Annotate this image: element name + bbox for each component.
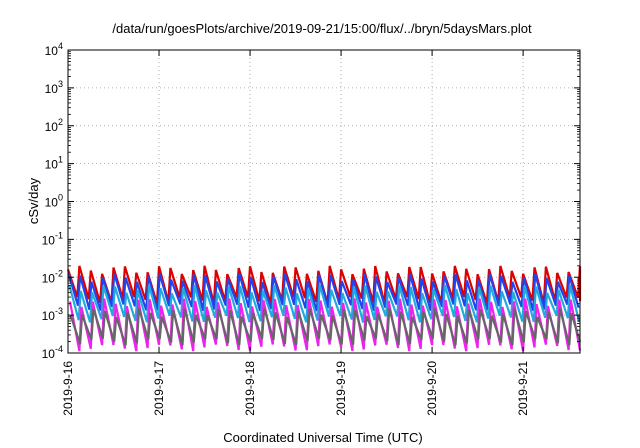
y-tick-label: 104 — [45, 41, 63, 58]
y-tick-label: 103 — [45, 79, 63, 96]
x-axis-label: Coordinated Universal Time (UTC) — [223, 430, 422, 445]
chart-title: /data/run/goesPlots/archive/2019-09-21/1… — [112, 21, 532, 36]
y-tick-label: 100 — [45, 193, 63, 210]
x-tick-label: 2019-9-17 — [152, 361, 166, 416]
y-tick-label: 10-1 — [42, 230, 63, 247]
y-tick-label: 101 — [45, 155, 63, 172]
y-axis-label: cSv/day — [26, 177, 41, 224]
x-tick-label: 2019-9-21 — [516, 361, 530, 416]
series-line-3 — [68, 284, 581, 323]
y-tick-label: 10-2 — [42, 268, 63, 285]
series-line-5 — [69, 308, 582, 346]
x-tick-label: 2019-9-19 — [334, 361, 348, 416]
x-tick-label: 2019-9-16 — [61, 361, 75, 416]
x-tick-label: 2019-9-20 — [425, 361, 439, 416]
y-axis: 10-4 10-3 10-2 10-1 100 101 102 103 104 — [42, 41, 580, 361]
y-tick-label: 102 — [45, 117, 63, 134]
x-axis: 2019-9-16 2019-9-17 2019-9-18 2019-9-19 2019… — [61, 50, 530, 416]
y-tick-label: 10-3 — [42, 306, 63, 323]
x-tick-label: 2019-9-18 — [243, 361, 257, 416]
series-group — [66, 265, 582, 352]
y-tick-label: 10-4 — [42, 344, 63, 361]
series-line-2 — [67, 273, 580, 312]
